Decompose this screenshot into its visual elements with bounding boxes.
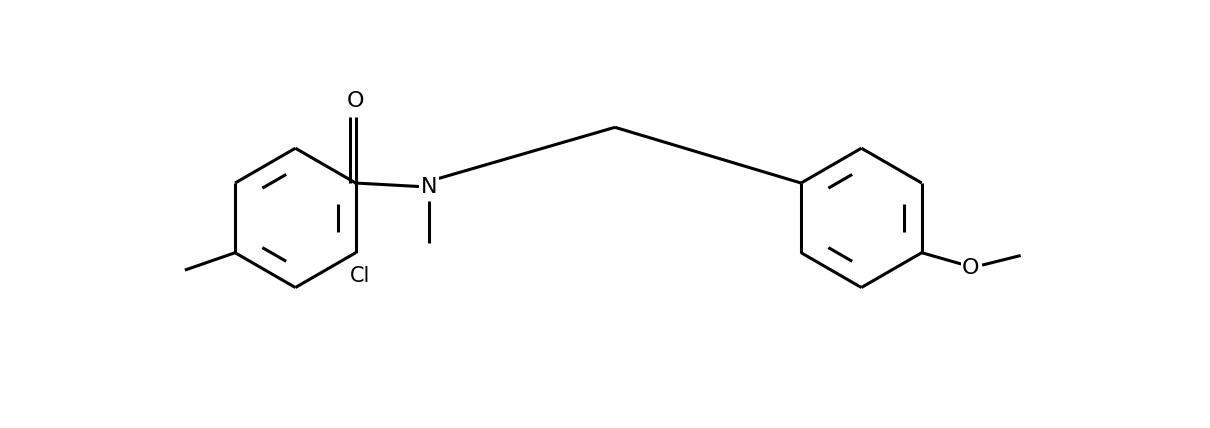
Text: N: N xyxy=(421,176,437,196)
Text: O: O xyxy=(347,91,364,111)
Text: Cl: Cl xyxy=(351,266,370,286)
Text: O: O xyxy=(962,258,979,278)
